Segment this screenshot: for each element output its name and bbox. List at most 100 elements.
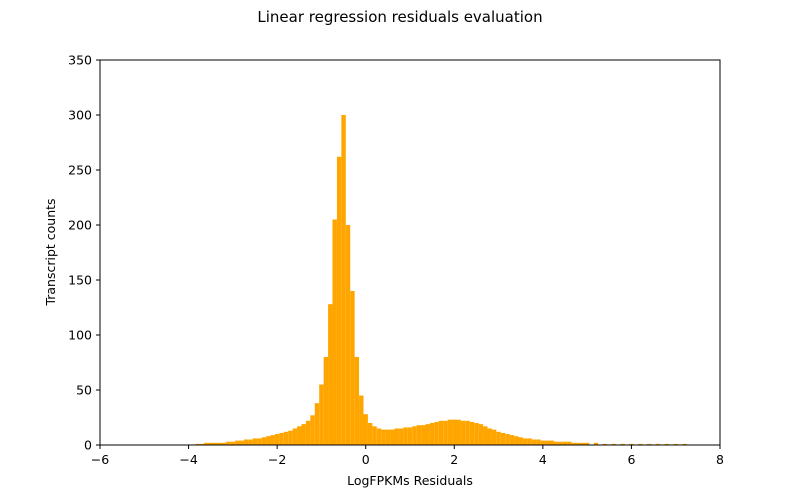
histogram-bar bbox=[345, 225, 351, 445]
histogram-bar bbox=[567, 441, 572, 445]
histogram-bar bbox=[638, 443, 643, 445]
histogram-bar bbox=[266, 436, 271, 445]
histogram-bar bbox=[341, 115, 346, 445]
histogram-bar bbox=[363, 414, 368, 445]
histogram-bar bbox=[403, 427, 408, 445]
histogram-bar bbox=[367, 423, 373, 445]
histogram-bar bbox=[407, 427, 413, 445]
y-tick-label: 50 bbox=[76, 383, 92, 398]
histogram-bar bbox=[571, 442, 577, 445]
y-tick-label: 100 bbox=[68, 328, 92, 343]
histogram-bars bbox=[195, 115, 687, 446]
histogram-bar bbox=[611, 443, 616, 445]
histogram-bar bbox=[394, 428, 399, 445]
histogram-bar bbox=[412, 426, 417, 445]
histogram-bar bbox=[292, 428, 298, 445]
histogram-bar bbox=[487, 428, 492, 445]
y-tick-label: 350 bbox=[68, 53, 92, 68]
histogram-bar bbox=[257, 438, 262, 445]
histogram-bar bbox=[314, 403, 320, 445]
histogram-bar bbox=[536, 439, 541, 445]
histogram-bar bbox=[354, 357, 360, 445]
histogram-bar bbox=[425, 424, 430, 445]
y-axis-title: Transcript counts bbox=[43, 198, 58, 306]
histogram-bar bbox=[230, 441, 236, 445]
histogram-bar bbox=[212, 442, 218, 445]
histogram-bar bbox=[226, 441, 231, 445]
histogram-bar bbox=[673, 443, 678, 445]
histogram-bar bbox=[270, 435, 275, 445]
histogram-bar bbox=[602, 443, 608, 445]
x-axis-ticks: −6 −4 −2 0 2 4 6 8 bbox=[91, 445, 724, 467]
histogram-bar bbox=[274, 434, 280, 445]
y-axis-ticks: 0 50 100 150 200 250 300 350 bbox=[68, 53, 100, 453]
histogram-bar bbox=[682, 443, 687, 445]
histogram-bar bbox=[204, 442, 209, 445]
x-axis-title: LogFPKMs Residuals bbox=[347, 473, 473, 488]
histogram-bar bbox=[664, 443, 670, 445]
histogram-bar bbox=[465, 420, 470, 445]
histogram-bar bbox=[310, 415, 315, 445]
histogram-bar bbox=[496, 431, 501, 445]
histogram-bar bbox=[522, 438, 528, 445]
histogram-bar bbox=[221, 442, 227, 445]
histogram-bar bbox=[390, 429, 395, 445]
x-tick-label: −4 bbox=[179, 452, 197, 467]
histogram-bar bbox=[531, 439, 537, 445]
histogram-bar bbox=[239, 440, 244, 445]
x-tick-label: 2 bbox=[450, 452, 458, 467]
histogram-bar bbox=[376, 428, 382, 445]
x-tick-label: 8 bbox=[716, 452, 724, 467]
histogram-bar bbox=[381, 429, 386, 445]
histogram-bar bbox=[500, 432, 506, 445]
histogram-bar bbox=[283, 431, 289, 445]
x-tick-label: −2 bbox=[268, 452, 286, 467]
histogram-bar bbox=[505, 434, 510, 445]
histogram-bar bbox=[469, 421, 475, 445]
histogram-bar bbox=[332, 219, 337, 445]
histogram-bar bbox=[359, 395, 364, 445]
histogram-bar bbox=[350, 291, 355, 445]
histogram-bar bbox=[491, 429, 497, 445]
histogram-bar bbox=[474, 423, 479, 445]
x-tick-label: 6 bbox=[627, 452, 635, 467]
histogram-bar bbox=[620, 443, 625, 445]
x-tick-label: 0 bbox=[362, 452, 370, 467]
y-tick-label: 300 bbox=[68, 108, 92, 123]
y-tick-label: 250 bbox=[68, 163, 92, 178]
x-tick-label: −6 bbox=[91, 452, 109, 467]
x-tick-label: 4 bbox=[539, 452, 547, 467]
histogram-bar bbox=[248, 439, 253, 445]
histogram-bar bbox=[576, 442, 581, 445]
histogram-bar bbox=[540, 440, 546, 445]
histogram-bar bbox=[646, 443, 652, 445]
y-tick-label: 150 bbox=[68, 273, 92, 288]
histogram-bar bbox=[655, 443, 661, 445]
histogram-bar bbox=[252, 438, 258, 445]
histogram-bar bbox=[460, 420, 466, 445]
histogram-bar bbox=[416, 425, 422, 445]
histogram-bar bbox=[319, 384, 324, 445]
histogram-bar bbox=[301, 424, 306, 445]
histogram-bar bbox=[434, 421, 439, 445]
y-tick-label: 0 bbox=[84, 438, 92, 453]
plot-frame bbox=[99, 59, 721, 446]
histogram-bar bbox=[558, 441, 563, 445]
histogram-bar bbox=[288, 430, 293, 445]
y-tick-label: 200 bbox=[68, 218, 92, 233]
histogram-bar bbox=[452, 419, 457, 445]
histogram-bar bbox=[199, 443, 205, 445]
histogram-bar bbox=[279, 432, 284, 445]
histogram-bar bbox=[195, 443, 200, 445]
histogram-bar bbox=[483, 426, 488, 445]
histogram-bar bbox=[518, 437, 523, 445]
histogram-bar bbox=[217, 442, 222, 445]
histogram-bar bbox=[580, 442, 585, 445]
histogram-bar bbox=[305, 420, 311, 445]
histogram-bar bbox=[385, 429, 391, 445]
histogram-bar bbox=[553, 441, 559, 445]
histogram-bar bbox=[328, 304, 333, 445]
histogram-bar bbox=[261, 437, 267, 445]
histogram-bar bbox=[336, 156, 342, 446]
